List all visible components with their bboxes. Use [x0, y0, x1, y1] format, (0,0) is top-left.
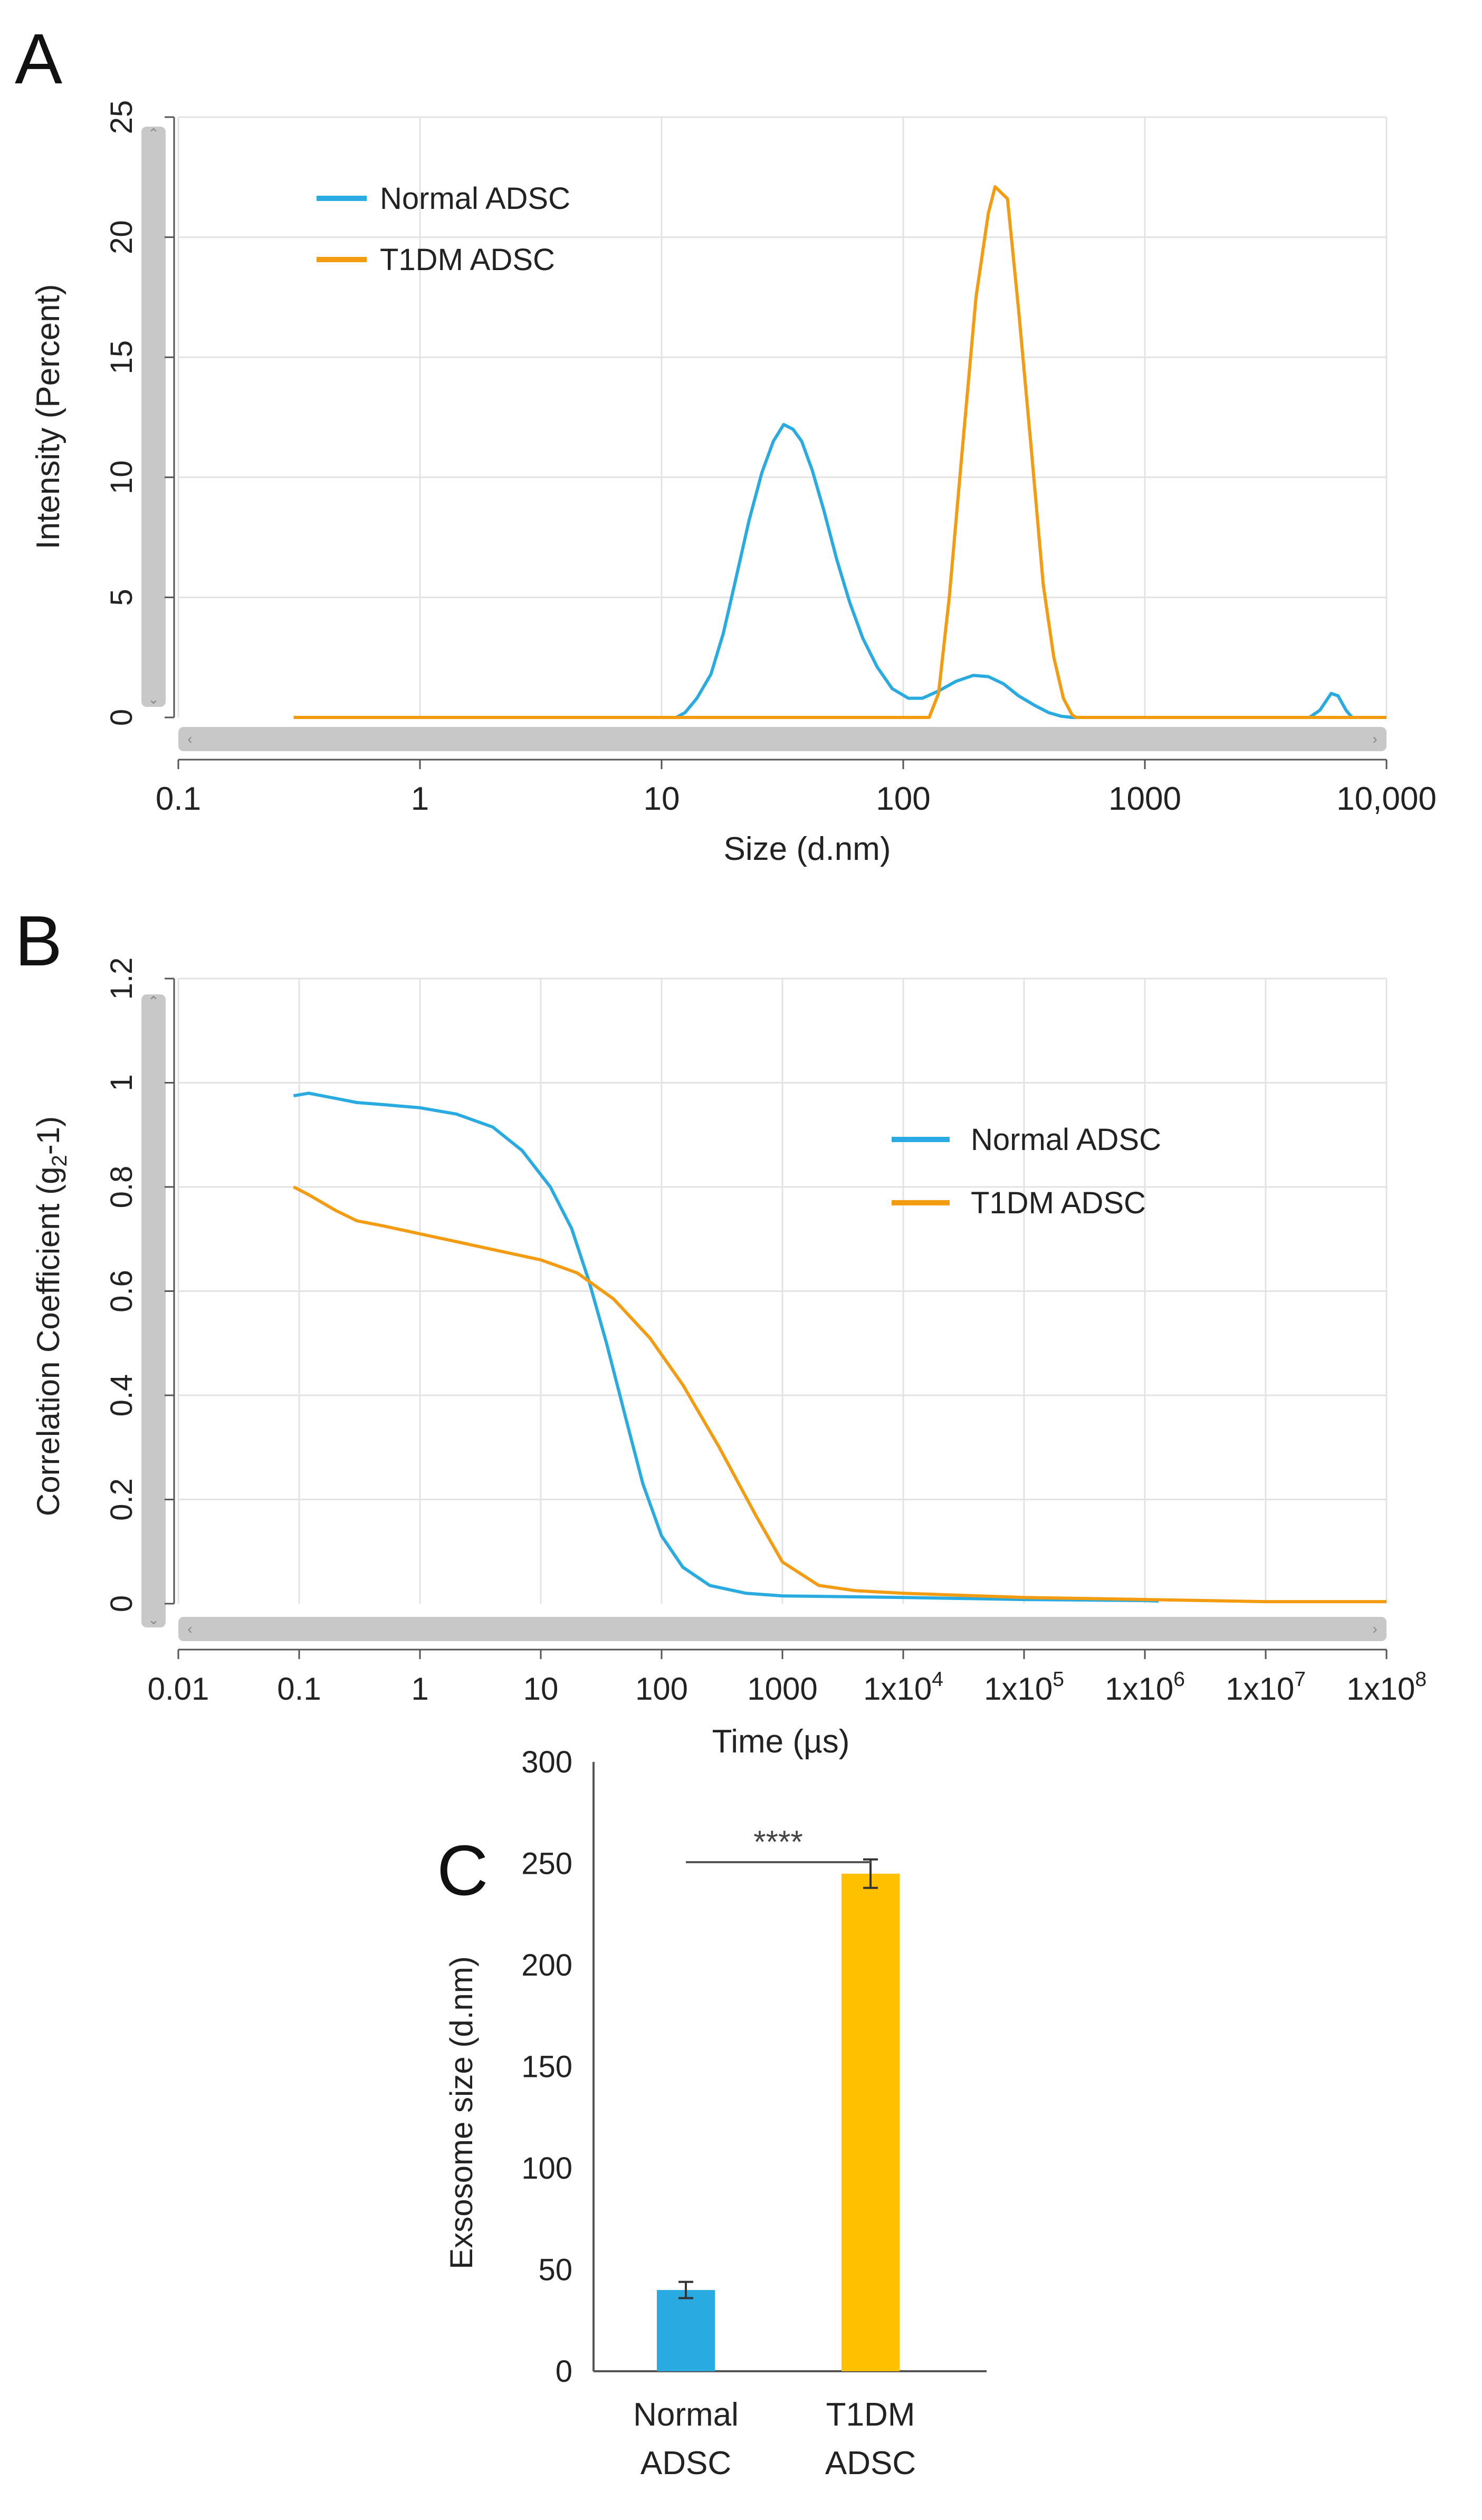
x-tick-label: 1000: [747, 1671, 817, 1707]
x-tick-label: 10: [523, 1671, 559, 1707]
y-tick-label: 15: [104, 340, 139, 375]
legend-t1dm-label: T1DM ADSC: [380, 243, 555, 277]
x-tick-label: 1x105: [984, 1668, 1064, 1707]
legend-normal-label: Normal ADSC: [971, 1123, 1161, 1157]
y-tick-label: 0: [104, 1595, 139, 1612]
panel-b-ylabel: Correlation Coefficient (g2-1): [31, 1116, 71, 1516]
y-tick-label: 200: [521, 1948, 572, 1982]
y-tick-label: 250: [521, 1847, 572, 1881]
y-tick-label: 100: [521, 2151, 572, 2186]
category-label: ADSC: [825, 2445, 916, 2481]
x-tick-label: 1x104: [863, 1668, 943, 1707]
y-tick-label: 0: [104, 709, 139, 726]
panel-b-xtick-labels: 0.01 0.1 1 10 100 1000 1x104 1x105 1x106 1x107 1x1…: [148, 1668, 1427, 1707]
x-tick-label: 1x107: [1226, 1668, 1306, 1707]
panel-b-scrollbar-horizontal[interactable]: ‹ ›: [178, 1617, 1387, 1641]
panel-b-xlabel: Time (µs): [712, 1723, 850, 1760]
panel-a-series: [293, 185, 1387, 719]
panel-c-ylabel: Exsosome size (d.nm): [444, 1956, 479, 2269]
panel-b-gridlines: [177, 978, 1388, 1604]
x-tick-label: 10,000: [1336, 781, 1437, 817]
panel-a-xtick-labels: 0.1 1 10 100 1000 10,000: [156, 781, 1437, 817]
bar-t1dm-adsc: [842, 1873, 900, 2371]
x-tick-label: 1x108: [1346, 1668, 1427, 1707]
panel-b-ytick-labels: 0 0.2 0.4 0.6 0.8 1 1.2: [104, 957, 139, 1612]
panel-b-series: [293, 1091, 1387, 1604]
panel-c-significance: ****: [686, 1824, 871, 1863]
svg-text:⌄: ⌄: [148, 691, 159, 707]
bar-normal-adsc: [657, 2290, 715, 2371]
y-tick-label: 25: [104, 100, 139, 135]
panel-c-category-labels: Normal ADSC T1DM ADSC: [633, 2397, 916, 2481]
panel-c-ytick-labels: 0 50 100 150 200 250 300: [521, 1745, 572, 2389]
panel-a-legend: Normal ADSC T1DM ADSC: [317, 181, 570, 277]
series-line-normal-adsc: [293, 1091, 1159, 1603]
panel-a-gridlines: [177, 116, 1388, 717]
y-tick-label: 1.2: [104, 957, 139, 1000]
panel-a-scrollbar-vertical[interactable]: ⌃ ⌄: [141, 126, 166, 707]
panel-b-ylabel-sub: 2: [48, 1155, 71, 1166]
y-tick-label: 20: [104, 220, 139, 254]
panel-b-ylabel-tail: -1): [31, 1116, 66, 1155]
significance-stars: ****: [753, 1824, 802, 1860]
y-tick-label: 10: [104, 461, 139, 495]
series-line-normal-adsc: [293, 423, 1387, 719]
panel-a-scrollbar-horizontal[interactable]: ‹ ›: [178, 727, 1387, 751]
x-tick-label: 0.1: [277, 1671, 321, 1707]
y-tick-label: 0: [556, 2354, 572, 2389]
svg-text:⌄: ⌄: [148, 1612, 159, 1627]
svg-text:‹: ‹: [187, 731, 192, 747]
panel-b-letter: B: [15, 901, 62, 981]
legend-t1dm-label: T1DM ADSC: [971, 1186, 1146, 1220]
x-tick-label: 1: [411, 1671, 428, 1707]
x-tick-label: 100: [876, 781, 930, 817]
panel-b: B ⌃ ⌄ ‹ › 0 0.2 0.4 0.6 0.8 1 1.2 0.01 0.1 1 10 10…: [15, 901, 1427, 1760]
y-tick-label: 300: [521, 1745, 572, 1779]
panel-a-letter: A: [15, 19, 62, 99]
category-label: Normal: [633, 2397, 739, 2433]
x-tick-label: 10: [644, 781, 680, 817]
x-tick-label: 0.1: [156, 781, 201, 817]
panel-b-axes: [165, 978, 1388, 1659]
panel-b-scrollbar-vertical[interactable]: ⌃ ⌄: [141, 993, 166, 1627]
y-tick-label: 5: [104, 589, 139, 606]
y-tick-label: 1: [104, 1074, 139, 1091]
x-tick-label: 100: [635, 1671, 688, 1707]
y-tick-label: 0.8: [104, 1166, 139, 1209]
y-tick-label: 0.4: [104, 1374, 139, 1417]
y-tick-label: 0.6: [104, 1270, 139, 1312]
x-tick-label: 1000: [1108, 781, 1181, 817]
svg-text:›: ›: [1372, 731, 1377, 747]
svg-text:‹: ‹: [187, 1621, 192, 1637]
x-tick-label: 1: [411, 781, 429, 817]
series-line-t1dm-adsc: [293, 185, 1387, 719]
panel-a-axes: [165, 116, 1388, 769]
y-tick-label: 150: [521, 2050, 572, 2084]
legend-normal-label: Normal ADSC: [380, 181, 570, 216]
x-tick-label: 1x106: [1105, 1668, 1185, 1707]
category-label: ADSC: [640, 2445, 731, 2481]
panel-c-letter: C: [437, 1831, 489, 1910]
series-line-t1dm-adsc: [293, 1185, 1387, 1604]
x-tick-label: 0.01: [148, 1671, 209, 1707]
panel-a: A ⌃ ⌄ ‹ › 0 5 10 15 20 25 0.1 1 10 100 1000 10,000…: [15, 19, 1437, 867]
svg-text:⌃: ⌃: [148, 126, 159, 141]
panel-a-ylabel: Intensity (Percent): [30, 284, 66, 549]
panel-a-xlabel: Size (d.nm): [724, 831, 891, 867]
panel-c-bars: [657, 1858, 900, 2371]
panel-b-legend: Normal ADSC T1DM ADSC: [892, 1123, 1161, 1220]
y-tick-label: 50: [538, 2253, 572, 2287]
panel-a-ytick-labels: 0 5 10 15 20 25: [104, 100, 139, 726]
y-tick-label: 0.2: [104, 1478, 139, 1521]
panel-b-ylabel-main: Correlation Coefficient (g: [31, 1167, 66, 1517]
svg-text:⌃: ⌃: [148, 993, 159, 1009]
category-label: T1DM: [826, 2397, 915, 2433]
svg-text:›: ›: [1372, 1621, 1377, 1637]
